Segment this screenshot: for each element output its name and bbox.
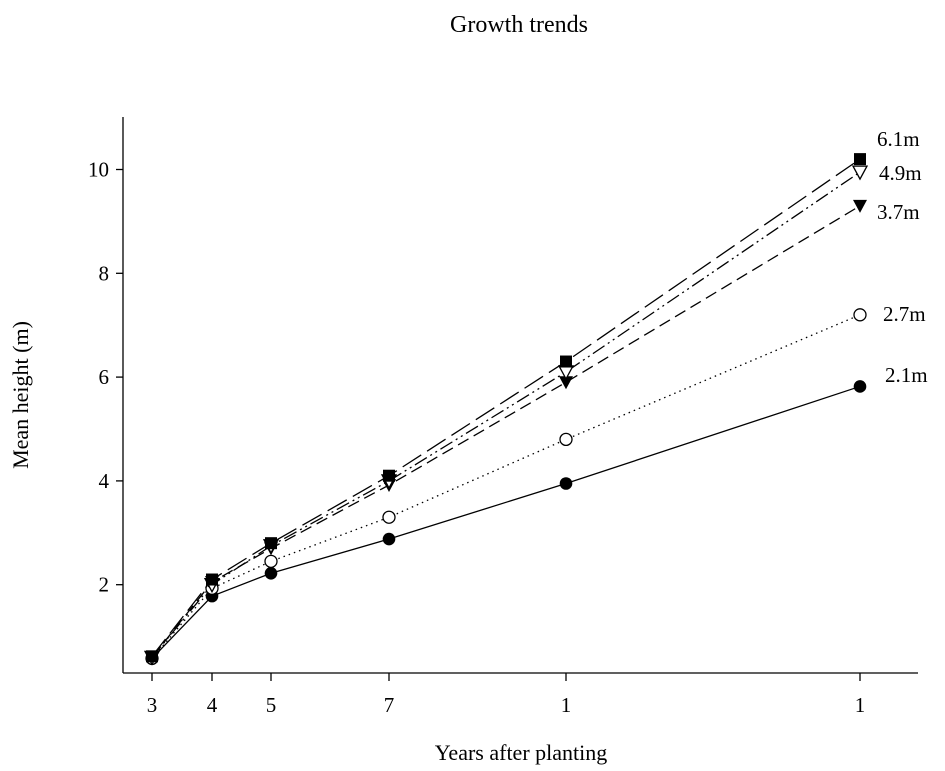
x-tick-label: 4	[207, 693, 218, 717]
data-point-2-7m	[264, 554, 278, 568]
x-ticks: 3 4 5 7 1 1	[147, 673, 866, 717]
x-tick-label: 3	[147, 693, 158, 717]
series-label-4-9m: 4.9m	[879, 161, 922, 185]
series-line-2-7m	[151, 314, 861, 659]
y-axis-label: Mean height (m)	[8, 321, 33, 469]
data-point-6-1m	[206, 573, 218, 586]
series-label-6-1m: 6.1m	[877, 127, 920, 151]
series-layer: 2.1m 2.7m 3.7m 4.9m 6.1m	[143, 127, 928, 666]
x-tick-label: 1	[561, 693, 572, 717]
y-tick-label: 8	[99, 261, 110, 285]
data-point-2-1m	[853, 380, 867, 393]
data-point-4-9m	[851, 165, 869, 181]
x-tick-label: 5	[266, 693, 277, 717]
data-point-2-1m	[559, 477, 573, 490]
data-point-6-1m	[854, 153, 866, 166]
series-3-7m: 3.7m	[145, 199, 920, 665]
series-line-4-9m	[151, 171, 861, 658]
data-point-6-1m	[265, 537, 277, 550]
data-point-2-7m	[853, 308, 867, 322]
series-6-1m: 6.1m	[146, 127, 920, 663]
data-point-3-7m	[853, 199, 867, 213]
data-point-6-1m	[560, 355, 572, 368]
data-point-6-1m	[146, 650, 158, 663]
series-2-1m: 2.1m	[145, 363, 928, 665]
x-axis-label: Years after planting	[435, 740, 608, 765]
series-label-3-7m: 3.7m	[877, 200, 920, 224]
data-point-2-7m	[559, 432, 573, 447]
series-label-2-1m: 2.1m	[885, 363, 928, 387]
y-tick-label: 4	[99, 469, 110, 493]
chart-title: Growth trends	[450, 12, 588, 38]
axes	[122, 117, 918, 674]
y-tick-label: 10	[88, 158, 109, 182]
series-label-2-7m: 2.7m	[883, 302, 926, 326]
data-point-2-7m	[382, 510, 396, 524]
data-point-6-1m	[383, 469, 395, 482]
y-tick-label: 6	[99, 365, 110, 389]
series-line-3-7m	[151, 205, 861, 658]
y-ticks: 2 4 6 8 10	[88, 158, 123, 597]
series-line-2-1m	[151, 385, 861, 659]
series-4-9m: 4.9m	[143, 161, 922, 666]
data-point-2-1m	[382, 532, 396, 546]
data-point-2-1m	[264, 566, 278, 580]
x-tick-label: 1	[855, 693, 866, 717]
y-tick-label: 2	[99, 573, 110, 597]
series-2-7m: 2.7m	[145, 302, 926, 666]
x-tick-label: 7	[384, 693, 395, 717]
data-point-3-7m	[559, 376, 573, 390]
series-line-6-1m	[151, 158, 861, 657]
